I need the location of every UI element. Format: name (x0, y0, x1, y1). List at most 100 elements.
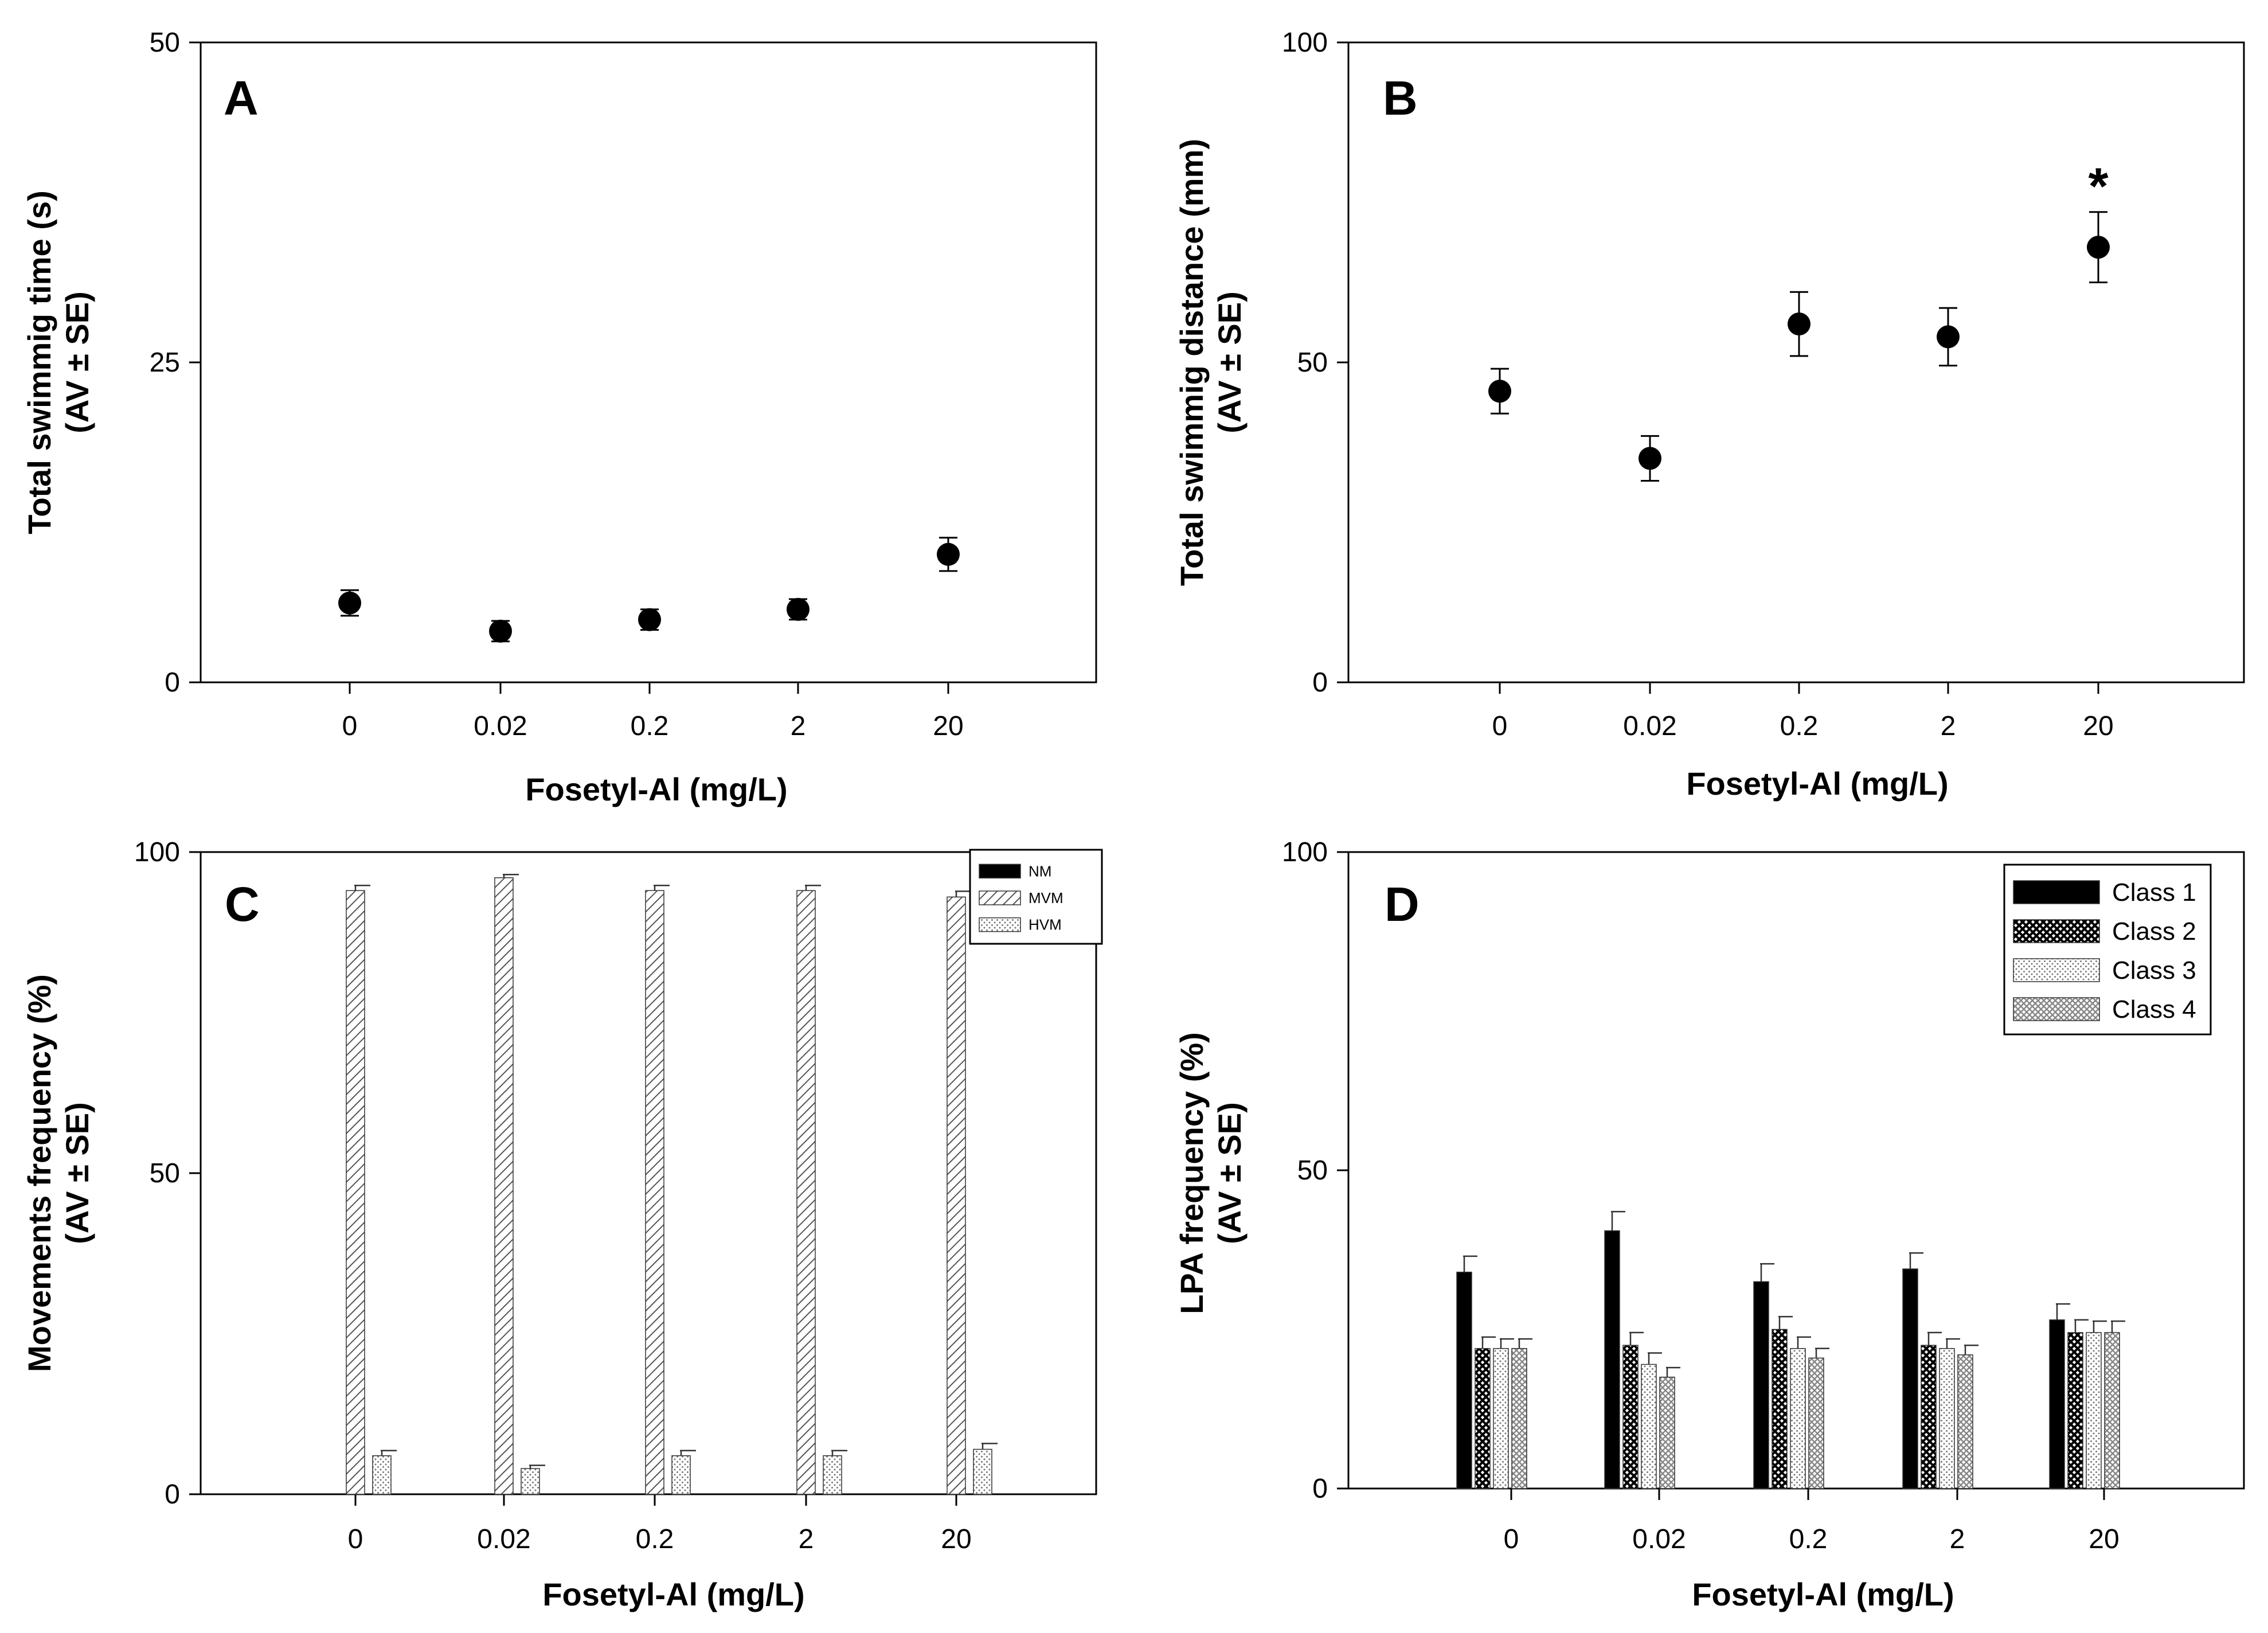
data-point (638, 608, 661, 631)
x-tick-label: 20 (2089, 1524, 2119, 1554)
y-axis-label: LPA frequency (%) (1174, 1032, 1210, 1314)
x-tick-label: 0.02 (1623, 711, 1676, 741)
bar (2086, 1332, 2102, 1489)
bar (1511, 1348, 1527, 1489)
bar (1921, 1345, 1937, 1489)
marks: 0 25 50 0 0.02 0.2 2 20 (150, 28, 964, 741)
x-tick-label: 0 (342, 711, 358, 741)
panel-d: D Fosetyl-Al (mg/L) LPA frequency (%) (A… (1174, 837, 2245, 1612)
bar (494, 877, 514, 1495)
legend: Class 1 Class 2 Class 3 Class 4 (2003, 864, 2212, 1036)
x-tick-label: 20 (941, 1524, 971, 1554)
bar (1939, 1348, 1955, 1489)
x-axis-label: Fosetyl-Al (mg/L) (1692, 1576, 1954, 1612)
x-tick-label: 0.2 (631, 711, 669, 741)
data-point (787, 597, 810, 621)
data-point (937, 542, 960, 566)
significance-annotation: * (2088, 158, 2108, 216)
bar (1772, 1329, 1788, 1489)
y-tick-label: 50 (150, 28, 180, 58)
bar (2104, 1332, 2120, 1489)
panel-letter: D (1385, 877, 1420, 931)
y-axis-label: Total swimmig time (s) (21, 190, 57, 534)
legend-swatch (979, 890, 1021, 905)
bar (1475, 1348, 1491, 1489)
panel-letter: C (225, 877, 260, 931)
x-tick-label: 0 (1504, 1524, 1519, 1554)
marks: 0 50 100 0 0.02 0.2 2 20 * (1282, 28, 2114, 741)
bar (521, 1468, 540, 1495)
plot-frame (1347, 41, 2245, 683)
x-tick-label: 0 (348, 1524, 363, 1554)
legend-swatch (979, 864, 1021, 879)
bar (1753, 1281, 1769, 1489)
panel-c: C Fosetyl-Al (mg/L) Movements frequency … (21, 837, 1103, 1612)
y-tick-label: 25 (150, 347, 180, 378)
panel-a: A Fosetyl-Al (mg/L) Total swimmig time (… (21, 28, 1097, 807)
x-tick-label: 20 (933, 711, 963, 741)
bar (823, 1455, 842, 1495)
legend-swatch (2013, 919, 2100, 943)
legend-label: MVM (1029, 889, 1063, 907)
legend-swatch (979, 917, 1021, 932)
panel-letter: A (224, 71, 259, 125)
y-tick-label: 0 (1312, 1474, 1328, 1504)
y-axis-label: Movements frequency (%) (21, 974, 57, 1372)
x-tick-label: 2 (799, 1524, 814, 1554)
x-axis-label: Fosetyl-Al (mg/L) (525, 771, 787, 807)
marks: 0 50 100 0 0.02 0.2 2 20 (1282, 837, 2125, 1554)
bar (645, 890, 664, 1495)
y-axis-label-se: (AV ± SE) (1211, 291, 1248, 433)
panel-letter: B (1383, 71, 1418, 125)
x-tick-label: 0.02 (1632, 1524, 1686, 1554)
x-tick-label: 2 (791, 711, 806, 741)
bar (973, 1448, 992, 1495)
data-point (338, 591, 361, 615)
legend-swatch (2013, 958, 2100, 982)
bar (1493, 1348, 1509, 1489)
plot-frame (200, 41, 1097, 683)
legend-swatch (2013, 880, 2100, 904)
bar (372, 1455, 392, 1495)
data-point (1488, 380, 1511, 403)
bar (2049, 1319, 2065, 1489)
data-point (1639, 447, 1661, 470)
x-tick-label: 0.2 (636, 1524, 674, 1554)
y-tick-label: 100 (1282, 837, 1328, 868)
x-tick-label: 2 (1941, 711, 1956, 741)
x-axis-label: Fosetyl-Al (mg/L) (542, 1576, 804, 1612)
x-axis-label: Fosetyl-Al (mg/L) (1686, 765, 1948, 802)
x-tick-label: 20 (2083, 711, 2113, 741)
legend-label: Class 1 (2112, 878, 2196, 907)
y-tick-label: 0 (165, 1479, 180, 1510)
legend-label: Class 3 (2112, 956, 2196, 985)
legend-label: Class 4 (2112, 995, 2196, 1023)
legend-swatch (2013, 997, 2100, 1021)
bar (671, 1455, 691, 1495)
legend: NM MVM HVM (969, 849, 1103, 945)
x-tick-label: 0.2 (1780, 711, 1819, 741)
y-tick-label: 0 (1312, 667, 1328, 698)
bar (2067, 1332, 2083, 1489)
legend-label: NM (1029, 862, 1051, 880)
y-tick-label: 50 (1297, 347, 1328, 378)
legend-label: HVM (1029, 916, 1062, 933)
x-tick-label: 0 (1492, 711, 1508, 741)
y-tick-label: 50 (1297, 1155, 1328, 1186)
y-axis-label-se: (AV ± SE) (1211, 1102, 1248, 1244)
x-tick-label: 0.2 (1789, 1524, 1828, 1554)
bar (1902, 1268, 1918, 1489)
bar (1957, 1354, 1973, 1489)
bar (796, 890, 816, 1495)
x-tick-label: 0.02 (474, 711, 527, 741)
bar (1641, 1364, 1657, 1489)
legend-label: Class 2 (2112, 917, 2196, 946)
y-axis-label: Total swimmig distance (mm) (1174, 139, 1210, 586)
bar (1790, 1348, 1806, 1489)
bar (947, 896, 966, 1495)
bar (1808, 1357, 1824, 1489)
bar (1456, 1271, 1472, 1489)
y-tick-label: 50 (150, 1158, 180, 1189)
x-tick-label: 0.02 (477, 1524, 530, 1554)
